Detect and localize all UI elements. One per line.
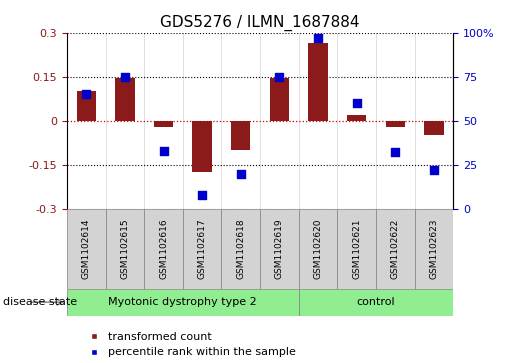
- Text: disease state: disease state: [3, 297, 77, 307]
- Bar: [260, 209, 299, 289]
- Bar: [386, 121, 405, 127]
- Bar: [347, 115, 366, 121]
- Point: [391, 150, 400, 155]
- Point: [352, 100, 360, 106]
- Bar: [154, 121, 173, 127]
- Point: [82, 91, 91, 97]
- Bar: [299, 289, 453, 316]
- Bar: [337, 209, 376, 289]
- Text: Myotonic dystrophy type 2: Myotonic dystrophy type 2: [109, 297, 257, 307]
- Bar: [308, 43, 328, 121]
- Point: [275, 74, 283, 79]
- Text: GSM1102621: GSM1102621: [352, 219, 361, 279]
- Point: [198, 192, 206, 197]
- Bar: [115, 78, 134, 121]
- Bar: [67, 209, 106, 289]
- Bar: [270, 78, 289, 121]
- Text: GSM1102620: GSM1102620: [314, 219, 322, 279]
- Title: GDS5276 / ILMN_1687884: GDS5276 / ILMN_1687884: [160, 15, 360, 31]
- Text: GSM1102616: GSM1102616: [159, 218, 168, 279]
- Bar: [221, 209, 260, 289]
- Point: [430, 167, 438, 173]
- Bar: [193, 121, 212, 172]
- Text: GSM1102617: GSM1102617: [198, 218, 207, 279]
- Text: control: control: [356, 297, 396, 307]
- Bar: [424, 121, 443, 135]
- Text: GSM1102623: GSM1102623: [430, 219, 438, 279]
- Bar: [183, 209, 221, 289]
- Text: GSM1102619: GSM1102619: [275, 218, 284, 279]
- Bar: [376, 209, 415, 289]
- Legend: transformed count, percentile rank within the sample: transformed count, percentile rank withi…: [83, 332, 296, 358]
- Text: GSM1102614: GSM1102614: [82, 219, 91, 279]
- Bar: [106, 209, 144, 289]
- Text: GSM1102622: GSM1102622: [391, 219, 400, 279]
- Bar: [299, 209, 337, 289]
- Bar: [231, 121, 250, 150]
- Text: GSM1102618: GSM1102618: [236, 218, 245, 279]
- Point: [121, 74, 129, 79]
- Point: [159, 148, 167, 154]
- Bar: [77, 91, 96, 121]
- Point: [236, 171, 245, 176]
- Point: [314, 35, 322, 41]
- Bar: [144, 209, 183, 289]
- Text: GSM1102615: GSM1102615: [121, 218, 129, 279]
- Bar: [67, 289, 299, 316]
- Bar: [415, 209, 453, 289]
